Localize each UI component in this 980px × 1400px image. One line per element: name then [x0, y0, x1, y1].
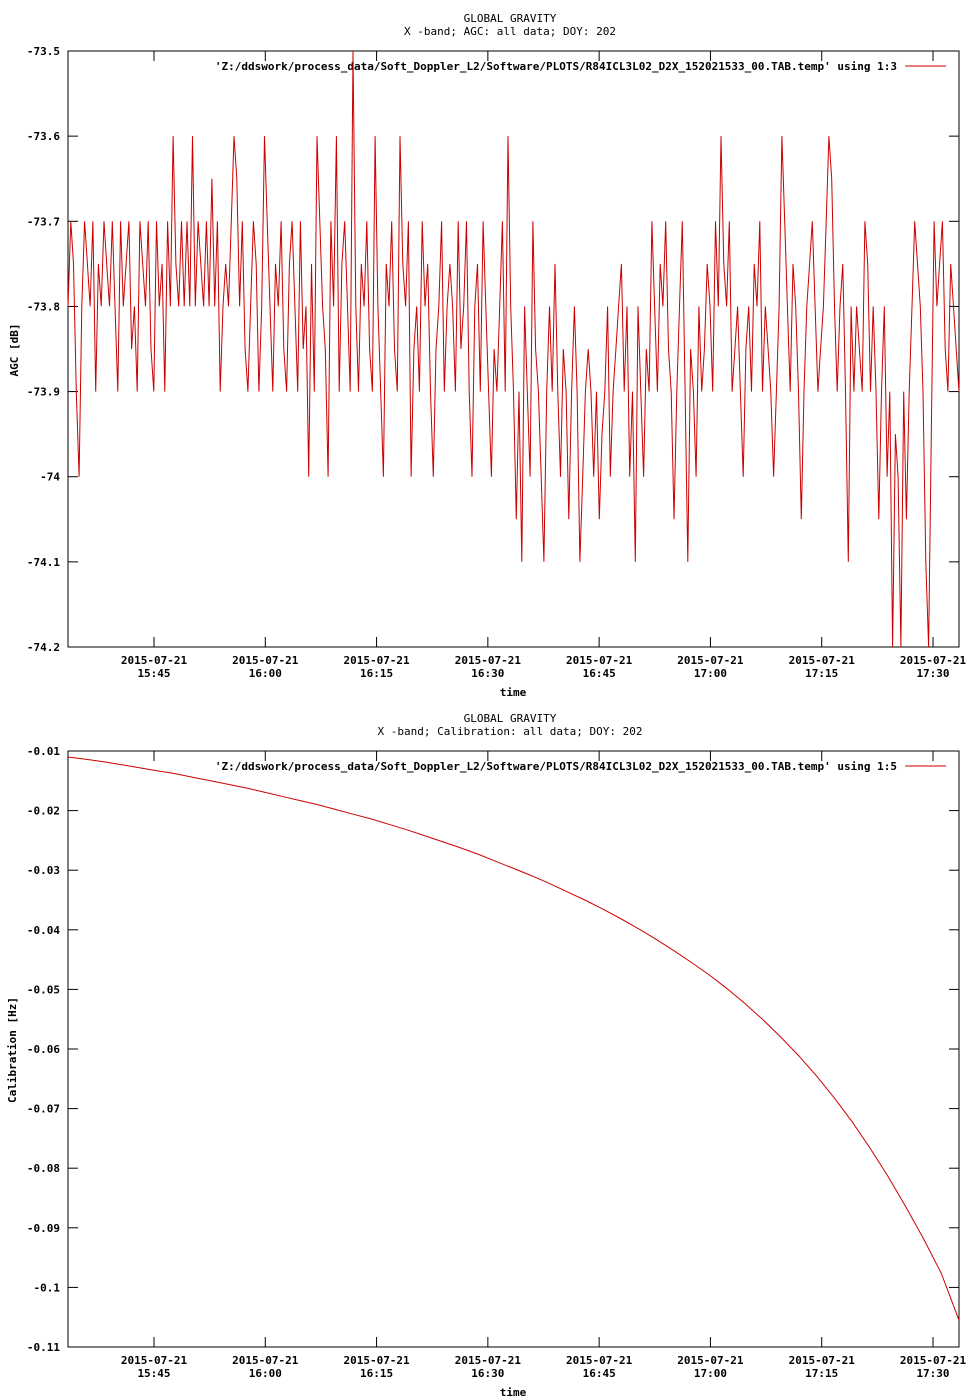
calibration-y-tick-label: -0.05 [27, 983, 60, 996]
calibration-x-tick-date: 2015-07-21 [789, 1354, 856, 1367]
calibration-y-tick-label: -0.01 [27, 745, 60, 758]
agc-y-tick-label: -73.5 [27, 45, 60, 58]
calibration-x-tick-time: 15:45 [137, 1367, 170, 1380]
calibration-x-axis-label: time [500, 1386, 527, 1399]
agc-x-tick-date: 2015-07-21 [455, 654, 522, 667]
calibration-x-tick-date: 2015-07-21 [455, 1354, 522, 1367]
agc-x-tick-time: 17:30 [916, 667, 949, 680]
calibration-x-tick-date: 2015-07-21 [343, 1354, 410, 1367]
agc-chart-title: GLOBAL GRAVITY [464, 12, 557, 25]
agc-y-tick-label: -74.2 [27, 641, 60, 654]
agc-x-tick-time: 16:30 [471, 667, 504, 680]
agc-chart: GLOBAL GRAVITY X -band; AGC: all data; D… [8, 12, 966, 699]
calibration-y-tick-label: -0.1 [34, 1281, 61, 1294]
calibration-y-tick-label: -0.02 [27, 805, 60, 818]
calibration-x-tick-time: 17:30 [916, 1367, 949, 1380]
calibration-y-tick-label: -0.07 [27, 1103, 60, 1116]
calibration-x-tick-time: 16:00 [249, 1367, 282, 1380]
agc-y-tick-label: -73.6 [27, 130, 60, 143]
agc-x-tick-date: 2015-07-21 [232, 654, 299, 667]
calibration-chart: GLOBAL GRAVITY X -band; Calibration: all… [6, 712, 966, 1399]
agc-x-tick-date: 2015-07-21 [789, 654, 856, 667]
calibration-x-tick-time: 17:00 [694, 1367, 727, 1380]
agc-x-tick-date: 2015-07-21 [677, 654, 744, 667]
calibration-y-tick-label: -0.06 [27, 1043, 60, 1056]
agc-x-tick-time: 17:15 [805, 667, 838, 680]
calibration-x-axis: 2015-07-2115:452015-07-2116:002015-07-21… [121, 751, 967, 1380]
agc-chart-subtitle: X -band; AGC: all data; DOY: 202 [404, 25, 616, 38]
agc-legend-label: 'Z:/ddswork/process_data/Soft_Doppler_L2… [215, 60, 897, 73]
calibration-series-line [67, 756, 960, 1321]
agc-x-tick-date: 2015-07-21 [566, 654, 633, 667]
calibration-x-tick-date: 2015-07-21 [121, 1354, 188, 1367]
calibration-x-tick-date: 2015-07-21 [566, 1354, 633, 1367]
calibration-x-tick-date: 2015-07-21 [677, 1354, 744, 1367]
agc-y-tick-label: -74 [40, 471, 60, 484]
agc-y-tick-label: -73.8 [27, 300, 60, 313]
calibration-chart-subtitle: X -band; Calibration: all data; DOY: 202 [378, 725, 643, 738]
agc-y-tick-label: -73.7 [27, 215, 60, 228]
calibration-y-tick-label: -0.03 [27, 864, 60, 877]
agc-x-tick-time: 17:00 [694, 667, 727, 680]
agc-x-tick-date: 2015-07-21 [343, 654, 410, 667]
agc-x-tick-time: 16:00 [249, 667, 282, 680]
agc-series-line [67, 50, 960, 648]
agc-x-axis: 2015-07-2115:452015-07-2116:002015-07-21… [121, 51, 967, 680]
calibration-chart-title: GLOBAL GRAVITY [464, 712, 557, 725]
calibration-x-tick-time: 16:30 [471, 1367, 504, 1380]
calibration-y-tick-label: -0.11 [27, 1341, 60, 1354]
agc-y-tick-label: -73.9 [27, 386, 60, 399]
calibration-y-axis: -0.01 -0.02 -0.03 -0.04 -0.05 -0.06 -0.07 -0.08… [27, 745, 959, 1354]
agc-x-axis-label: time [500, 686, 527, 699]
agc-x-tick-time: 16:15 [360, 667, 393, 680]
agc-x-tick-time: 16:45 [583, 667, 616, 680]
calibration-x-tick-date: 2015-07-21 [232, 1354, 299, 1367]
calibration-x-tick-time: 16:45 [583, 1367, 616, 1380]
calibration-x-tick-date: 2015-07-21 [900, 1354, 967, 1367]
agc-y-axis: -73.5 -73.6 -73.7 -73.8 -73.9 -74 -74.1 -74.2 [27, 45, 959, 654]
calibration-plot-frame [67, 750, 960, 1348]
agc-plot-frame [67, 50, 960, 648]
agc-y-axis-label: AGC [dB] [8, 324, 21, 377]
agc-y-tick-label: -74.1 [27, 556, 60, 569]
calibration-y-tick-label: -0.04 [27, 924, 60, 937]
calibration-y-tick-label: -0.09 [27, 1222, 60, 1235]
calibration-y-axis-label: Calibration [Hz] [6, 997, 19, 1103]
calibration-y-tick-label: -0.08 [27, 1162, 60, 1175]
calibration-legend-label: 'Z:/ddswork/process_data/Soft_Doppler_L2… [215, 760, 897, 773]
agc-x-tick-time: 15:45 [137, 667, 170, 680]
calibration-x-tick-time: 17:15 [805, 1367, 838, 1380]
calibration-x-tick-time: 16:15 [360, 1367, 393, 1380]
agc-x-tick-date: 2015-07-21 [900, 654, 967, 667]
agc-x-tick-date: 2015-07-21 [121, 654, 188, 667]
